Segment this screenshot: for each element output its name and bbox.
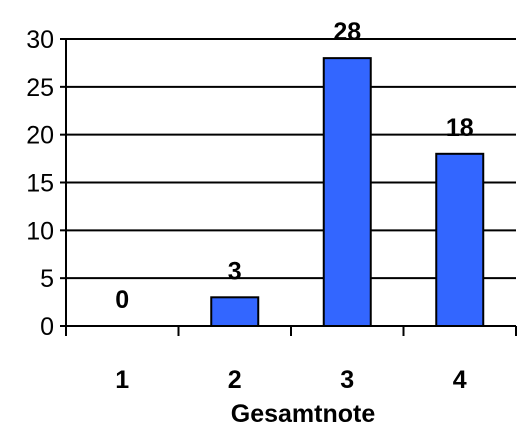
data-label: 0 [115,286,129,314]
y-tick-label: 15 [26,170,54,198]
data-label: 18 [446,114,474,142]
y-tick-label: 30 [26,26,54,54]
bar [210,296,260,327]
bar [322,57,372,328]
bar [435,152,485,327]
x-tick-label: 2 [228,366,242,394]
y-tick-labels: 0 5 10 15 20 25 30 [26,26,54,341]
axes [60,38,517,336]
y-tick-label: 25 [26,74,54,102]
x-tick-label: 3 [340,366,354,394]
bars [210,57,485,328]
x-tick-labels: 1 2 3 4 [115,366,467,394]
data-label: 28 [333,18,361,46]
y-tick-label: 10 [26,217,54,245]
x-tick-label: 1 [115,366,129,394]
data-labels: 0 3 28 18 [115,18,473,314]
data-label: 3 [228,257,242,285]
y-tick-label: 20 [26,122,54,150]
x-axis-title: Gesamtnote [231,400,376,425]
y-tick-label: 0 [40,313,54,341]
x-tick-label: 4 [453,366,467,394]
y-tick-label: 5 [40,265,54,293]
